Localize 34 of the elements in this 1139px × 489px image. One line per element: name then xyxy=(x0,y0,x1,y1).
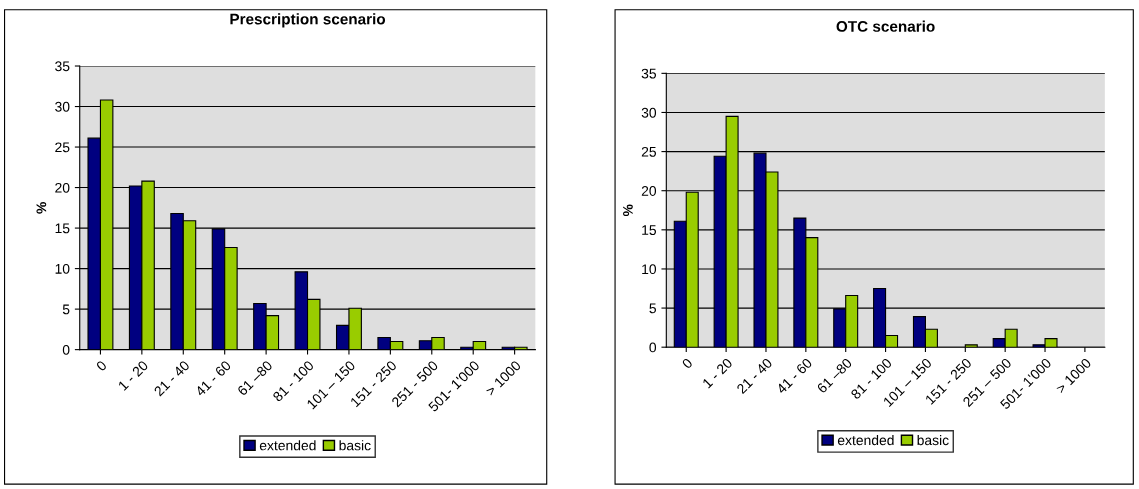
y-axis-title: % xyxy=(623,204,633,217)
y-tick-label: 35 xyxy=(641,68,657,79)
y-axis-title: % xyxy=(36,202,47,214)
y-tick-label: 30 xyxy=(55,101,70,112)
chart-title: Prescription scenario xyxy=(230,13,386,28)
legend-label: extended xyxy=(259,440,316,451)
y-tick-label: 0 xyxy=(649,342,657,353)
y-tick-label: 0 xyxy=(62,344,70,355)
bar xyxy=(964,344,978,348)
x-tick-label: 0 xyxy=(681,357,694,370)
y-tick-label: 10 xyxy=(55,263,70,274)
y-tick-label: 25 xyxy=(641,146,657,157)
x-tick-label: 21 - 40 xyxy=(153,360,191,397)
y-tick-label: 30 xyxy=(641,107,657,118)
chart-title: OTC scenario xyxy=(836,20,935,32)
y-tick-label: 15 xyxy=(642,225,657,235)
y-tick-label: 5 xyxy=(62,304,70,315)
y-tick-label: 25 xyxy=(55,142,70,153)
x-tick-label: 1 - 20 xyxy=(702,357,733,389)
x-tick-label: 41 - 60 xyxy=(775,357,813,395)
y-tick-label: 20 xyxy=(55,182,70,193)
legend-label: basic xyxy=(917,434,949,446)
x-tick-label: 1 - 20 xyxy=(117,360,149,391)
x-tick-label: 0 xyxy=(95,360,108,372)
legend-label: extended xyxy=(837,434,894,446)
y-tick-label: 35 xyxy=(55,61,70,72)
y-tick-label: 5 xyxy=(649,303,657,314)
y-tick-label: 20 xyxy=(641,186,657,196)
y-tick-label: 10 xyxy=(642,264,657,275)
x-tick-label: 41 - 60 xyxy=(194,360,232,397)
x-tick-label: 61 –80 xyxy=(236,360,273,397)
x-tick-label: 21 - 40 xyxy=(736,357,773,395)
legend-label: basic xyxy=(339,440,371,451)
y-tick-label: 15 xyxy=(55,223,70,234)
